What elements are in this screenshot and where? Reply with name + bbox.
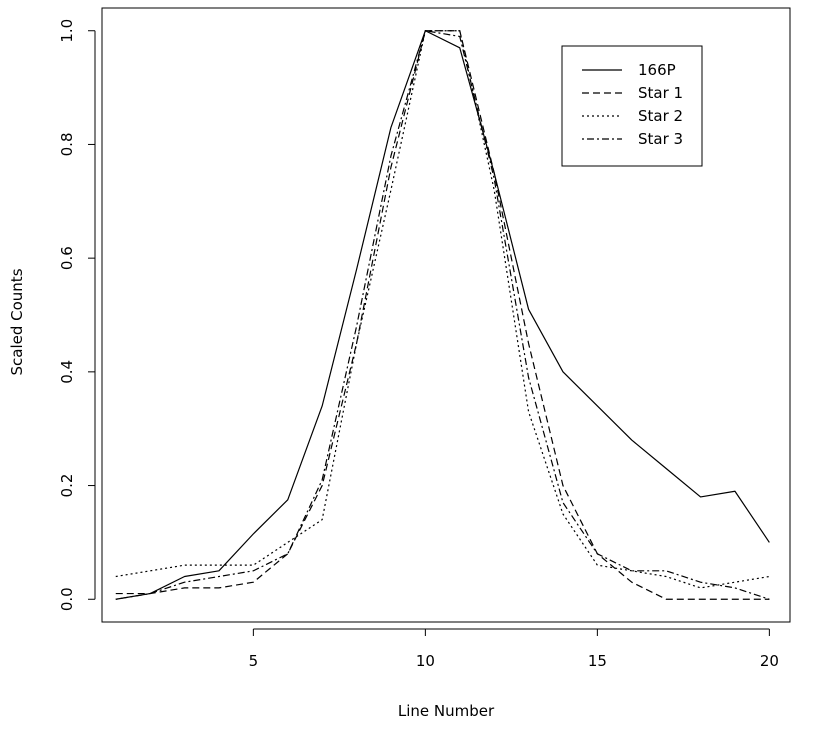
- y-tick-label: 0.4: [58, 360, 76, 384]
- x-axis: 5 10 15 20: [249, 628, 779, 670]
- legend-label: 166P: [638, 61, 676, 79]
- x-tick-label: 20: [760, 652, 779, 670]
- legend-label: Star 1: [638, 84, 683, 102]
- y-tick-label: 1.0: [58, 19, 76, 43]
- series-layer: [115, 30, 770, 600]
- y-axis: 0.0 0.2 0.4 0.6 0.8 1.0: [58, 19, 96, 611]
- y-tick-label: 0.2: [58, 474, 76, 498]
- x-tick-label: 15: [588, 652, 607, 670]
- y-tick-label: 0.8: [58, 133, 76, 157]
- legend-label: Star 2: [638, 107, 683, 125]
- y-tick-label: 0.0: [58, 587, 76, 611]
- x-tick-label: 5: [249, 652, 259, 670]
- series-line-4: [115, 30, 770, 600]
- plot-frame: [101, 7, 791, 623]
- series-line-1: [115, 30, 770, 600]
- series-line-2: [115, 30, 770, 600]
- series-line-3: [115, 30, 770, 589]
- y-tick-label: 0.6: [58, 246, 76, 270]
- legend-label: Star 3: [638, 130, 683, 148]
- x-axis-title: Line Number: [398, 702, 495, 720]
- x-tick-label: 10: [416, 652, 435, 670]
- legend-box: [561, 45, 703, 167]
- y-axis-title: Scaled Counts: [8, 268, 26, 375]
- legend: 166P Star 1 Star 2 Star 3: [561, 45, 703, 167]
